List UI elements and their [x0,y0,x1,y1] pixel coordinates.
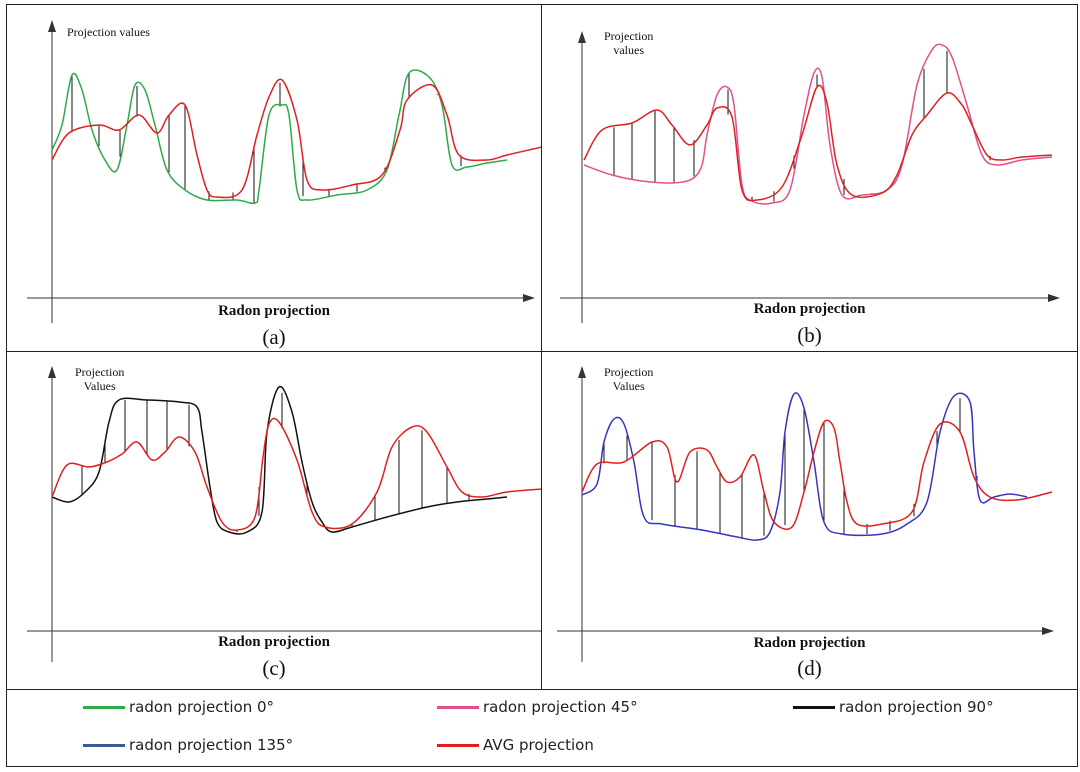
legend-swatch-2 [793,705,835,709]
panel-d-hatch [603,398,978,538]
panel-d-avg-curve [581,419,1053,530]
legend-label-2: radon projection 90° [839,698,994,716]
legend-item-2: radon projection 90° [793,698,994,716]
legend-swatch-1 [437,705,479,709]
panel-c-avg-curve [51,417,543,531]
legend-label-0: radon projection 0° [129,698,275,716]
panel-c-plot [27,366,543,662]
legend: radon projection 0° radon projection 45°… [6,689,1078,767]
legend-swatch-4 [437,743,479,747]
panel-b-ylabel: Projection values [604,29,654,57]
panel-d-compare-curve [581,392,1028,541]
legend-label-3: radon projection 135° [129,736,294,754]
panel-c-compare-curve [51,385,508,535]
panel-c-hatch [81,392,470,532]
panel-d-plot [557,366,1054,662]
panel-d-ylabel: Projection Values [604,365,654,393]
legend-label-1: radon projection 45° [483,698,638,716]
legend-swatch-0 [83,705,125,709]
panel-b-caption: (b) [797,323,822,347]
panel-a-hatch [71,73,462,203]
panel-b-xlabel: Radon projection [753,301,866,317]
panel-c-caption: (c) [262,656,286,680]
legend-item-1: radon projection 45° [437,698,638,716]
panel-d-axes [557,366,1054,662]
legend-item-0: radon projection 0° [83,698,274,716]
legend-item-3: radon projection 135° [83,736,293,754]
panel-a: Projection values Radon projection (a) [6,4,543,352]
panel-d-xlabel: Radon projection [753,635,866,651]
panel-a-xlabel: Radon projection [218,303,330,319]
panel-c: Projection Values Radon projection (c) [6,351,543,690]
panel-c-ylabel: Projection Values [75,365,125,393]
panel-b-axes [560,31,1060,323]
panel-a-ylabel: Projection values [67,25,150,39]
panel-a-axes [27,20,535,323]
panel-a-compare-curve [51,69,508,205]
panel-c-axes [27,366,543,662]
panel-d: Projection Values Radon projection (d) [541,351,1078,690]
panel-d-caption: (d) [797,656,822,680]
panel-c-xlabel: Radon projection [218,634,330,650]
panel-a-avg-curve [51,78,543,199]
legend-swatch-3 [83,743,125,747]
legend-label-4: AVG projection [483,736,594,754]
legend-item-4: AVG projection [437,736,594,754]
panel-b-plot [560,31,1060,323]
panel-b: Projection values Radon projection (b) [541,4,1078,352]
panel-a-caption: (a) [262,325,286,349]
panel-b-avg-curve [583,84,1053,202]
panel-b-hatch [613,51,991,202]
panel-b-compare-curve [583,43,1053,205]
panel-a-plot [27,20,543,323]
